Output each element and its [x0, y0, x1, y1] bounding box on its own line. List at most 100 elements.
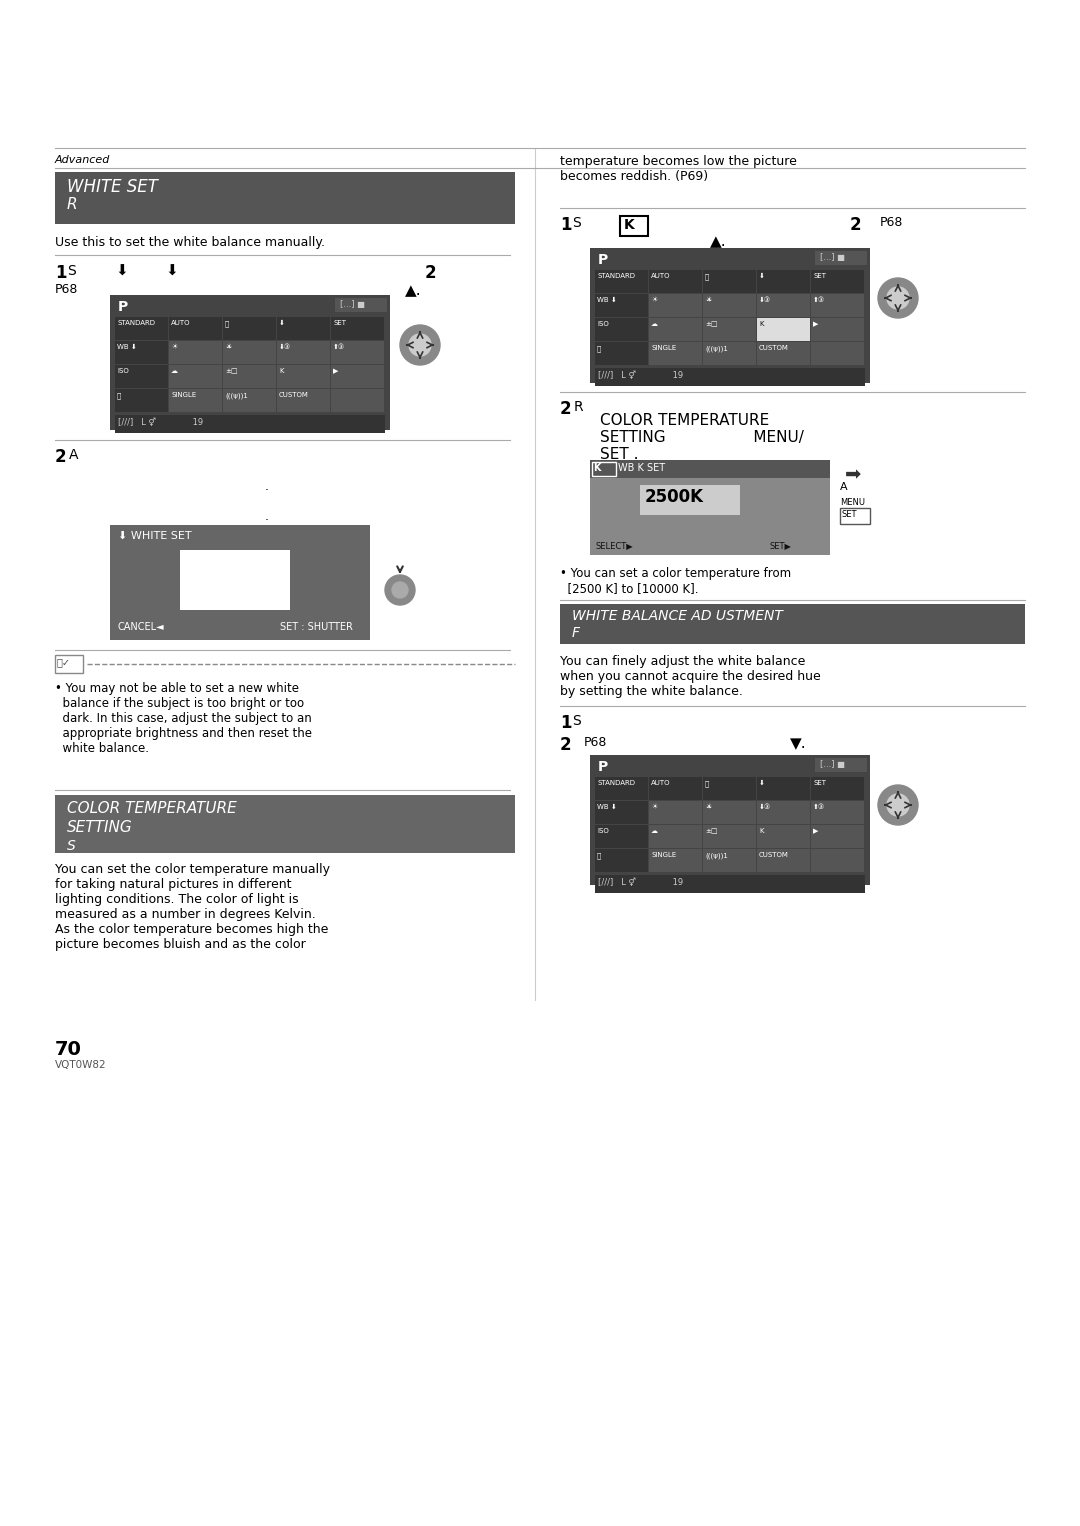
Bar	[757, 777, 810, 800]
Text: ISO: ISO	[597, 829, 609, 835]
Text: ISO: ISO	[117, 368, 129, 374]
Text: STANDARD: STANDARD	[597, 273, 635, 279]
Text: COLOR TEMPERATURE: COLOR TEMPERATURE	[67, 801, 237, 816]
Text: Use this to set the white balance manually.: Use this to set the white balance manual…	[55, 237, 325, 249]
Text: P68: P68	[880, 217, 903, 229]
Bar	[595, 368, 865, 386]
Text: ±□: ±□	[705, 320, 717, 327]
Text: ▶: ▶	[813, 320, 819, 327]
Bar	[55, 172, 515, 224]
Text: K: K	[759, 320, 764, 327]
Text: SET: SET	[813, 780, 826, 786]
Text: CANCEL◄: CANCEL◄	[118, 623, 164, 632]
Text: ▶: ▶	[813, 829, 819, 835]
Text: ☁: ☁	[651, 320, 658, 327]
Bar	[649, 777, 702, 800]
Bar	[703, 342, 756, 365]
Circle shape	[384, 575, 415, 604]
Text: ⬇: ⬇	[759, 780, 765, 786]
Bar	[168, 340, 222, 365]
Text: 70: 70	[55, 1041, 82, 1059]
Text: You can finely adjust the white balance
when you cannot acquire the desired hue
: You can finely adjust the white balance …	[561, 655, 821, 697]
Text: ⬇: ⬇	[114, 264, 127, 279]
Text: ⬇③: ⬇③	[279, 343, 292, 349]
Bar	[168, 317, 222, 340]
Bar	[180, 549, 291, 610]
Text: P: P	[118, 301, 129, 314]
Circle shape	[400, 325, 440, 365]
Text: ☀̶: ☀̶	[705, 804, 712, 810]
Text: WB ⬇: WB ⬇	[597, 298, 617, 304]
Bar	[757, 270, 810, 293]
Text: .: .	[265, 481, 269, 493]
Text: ☀: ☀	[651, 804, 658, 810]
Text: • You can set a color temperature from: • You can set a color temperature from	[561, 568, 792, 580]
Text: [...] ■: [...] ■	[820, 760, 845, 769]
Bar	[561, 604, 1025, 644]
Text: 🔒: 🔒	[705, 780, 710, 786]
Text: [...] ■: [...] ■	[820, 253, 845, 262]
Text: WHITE BALANCE AD USTMENT: WHITE BALANCE AD USTMENT	[572, 609, 783, 623]
Bar	[703, 317, 756, 340]
Bar	[757, 295, 810, 317]
Bar	[114, 317, 168, 340]
Bar	[595, 342, 648, 365]
Bar	[168, 389, 222, 412]
Bar	[811, 801, 864, 824]
Bar	[595, 826, 648, 848]
Bar	[222, 365, 276, 388]
Bar	[590, 459, 831, 555]
Text: CUSTOM: CUSTOM	[759, 345, 788, 351]
Text: S: S	[572, 217, 581, 230]
Text: ⌛: ⌛	[597, 345, 602, 351]
Text: ➡: ➡	[845, 465, 862, 484]
Text: ⬆③: ⬆③	[333, 343, 346, 349]
Bar	[640, 485, 740, 514]
Bar	[757, 342, 810, 365]
Text: S: S	[572, 714, 581, 728]
Text: 2: 2	[561, 736, 571, 754]
Text: SINGLE: SINGLE	[171, 392, 197, 398]
Bar	[649, 295, 702, 317]
Bar	[330, 389, 384, 412]
Text: STANDARD: STANDARD	[117, 320, 156, 327]
Text: R: R	[573, 400, 583, 414]
Text: .: .	[265, 510, 269, 523]
Text: 📖✓: 📖✓	[57, 658, 71, 667]
Circle shape	[878, 784, 918, 826]
Text: AUTO: AUTO	[651, 273, 671, 279]
Text: ±□: ±□	[225, 368, 238, 374]
Text: SELECT▶: SELECT▶	[595, 542, 633, 549]
Text: ☁: ☁	[651, 829, 658, 835]
Text: P: P	[598, 253, 608, 267]
Text: ⬇ WHITE SET: ⬇ WHITE SET	[118, 531, 191, 542]
Text: SET: SET	[842, 510, 858, 519]
Bar	[330, 317, 384, 340]
Bar	[811, 295, 864, 317]
Bar	[330, 340, 384, 365]
Bar	[703, 777, 756, 800]
Bar	[114, 389, 168, 412]
Text: ISO: ISO	[597, 320, 609, 327]
Text: ±□: ±□	[705, 829, 717, 835]
Text: ⌛: ⌛	[117, 392, 121, 398]
Bar	[595, 777, 648, 800]
Bar	[168, 365, 222, 388]
Text: 2: 2	[426, 264, 436, 282]
Bar	[276, 340, 330, 365]
Bar	[595, 848, 648, 871]
Bar	[590, 755, 870, 885]
Text: ⬆③: ⬆③	[813, 804, 825, 810]
Text: ☀: ☀	[651, 298, 658, 304]
Bar	[703, 826, 756, 848]
Bar	[649, 848, 702, 871]
Bar	[55, 655, 83, 673]
Circle shape	[878, 278, 918, 317]
Text: WHITE SET: WHITE SET	[67, 179, 158, 195]
Text: SET .: SET .	[600, 447, 638, 462]
Bar	[110, 295, 390, 430]
Circle shape	[887, 794, 909, 816]
Text: A: A	[69, 449, 79, 462]
Bar	[595, 295, 648, 317]
Text: A: A	[840, 482, 848, 491]
